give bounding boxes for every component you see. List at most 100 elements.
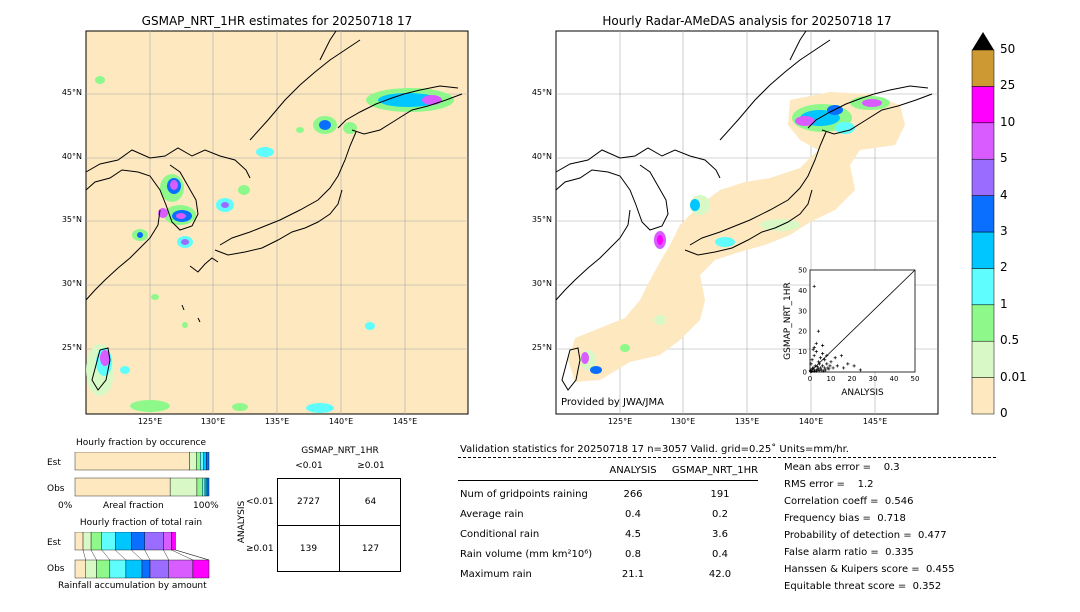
lat-tick-label: 45°N bbox=[531, 88, 552, 97]
scatter-point bbox=[833, 356, 837, 360]
validation-row-analysis: 0.4 bbox=[625, 509, 641, 520]
tot-row-obs: Obs bbox=[47, 564, 65, 574]
lon-tick-label: 125°E bbox=[137, 417, 163, 426]
validation-row-analysis: 21.1 bbox=[621, 569, 645, 580]
scatter-point bbox=[814, 341, 818, 346]
scatter-x-tick: 30 bbox=[869, 375, 878, 383]
scatter-point bbox=[825, 362, 829, 366]
scatter-point bbox=[816, 329, 820, 333]
scatter-x-tick: 0 bbox=[808, 375, 812, 383]
lat-tick-label: 25°N bbox=[61, 343, 82, 352]
lat-tick-label: 40°N bbox=[531, 152, 552, 161]
contingency-grid: 2727 64 139 127 bbox=[277, 478, 401, 572]
colorbar-segment bbox=[971, 304, 995, 342]
cell-2-2: 127 bbox=[361, 544, 380, 554]
fraction-segment bbox=[125, 559, 143, 579]
fraction-connector bbox=[82, 549, 86, 561]
scatter-point bbox=[846, 362, 850, 366]
scatter-point bbox=[809, 362, 813, 366]
colorbar-label: 0.5 bbox=[1000, 333, 1020, 348]
colorbar-label: 5 bbox=[1000, 151, 1008, 166]
lon-tick-label: 135°E bbox=[734, 417, 760, 426]
scatter-point bbox=[821, 364, 825, 368]
right-map-coast bbox=[555, 30, 933, 391]
scatter-y-tick: 10 bbox=[798, 348, 807, 356]
scatter-point bbox=[810, 369, 814, 373]
fraction-segment bbox=[101, 532, 116, 551]
fraction-segment bbox=[141, 559, 151, 579]
scatter-plot: 00 10 10 20 20 30 30 40 40 50 50 ANALYSIS GSMAP_NRT_… bbox=[783, 267, 920, 399]
fraction-segment bbox=[74, 477, 171, 497]
lat-tick-label: 35°N bbox=[61, 215, 82, 224]
scatter-point bbox=[842, 366, 846, 370]
validation-col-analysis: ANALYSIS bbox=[609, 465, 657, 476]
fraction-segment bbox=[74, 452, 190, 471]
colorbar-label: 0.01 bbox=[1000, 369, 1027, 384]
occ-axis-left: 0% bbox=[58, 501, 73, 511]
validation-row-analysis: 266 bbox=[623, 489, 643, 500]
fraction-segment bbox=[168, 559, 194, 579]
fraction-segment bbox=[204, 477, 208, 497]
colorbar-segment bbox=[971, 158, 995, 196]
fraction-connector bbox=[115, 549, 127, 561]
colorbar-segment bbox=[971, 377, 995, 415]
colorbar-label: 50 bbox=[1000, 42, 1016, 56]
lon-tick-label: 125°E bbox=[607, 417, 633, 426]
scatter-x-tick: 50 bbox=[911, 375, 920, 383]
scatter-y-tick: 30 bbox=[798, 307, 807, 315]
fraction-segment bbox=[144, 532, 164, 551]
left-map-title: GSMAP_NRT_1HR estimates for 20250718 17 bbox=[141, 14, 413, 28]
left-map-coast bbox=[85, 30, 463, 391]
fraction-total-title: Hourly fraction of total rain bbox=[79, 518, 203, 528]
validation-row-analysis: 4.5 bbox=[625, 529, 641, 540]
fraction-connector bbox=[163, 549, 169, 561]
scatter-point bbox=[821, 343, 825, 348]
scatter-point bbox=[819, 368, 824, 372]
fraction-connector bbox=[90, 549, 97, 561]
scatter-diagonal bbox=[809, 269, 916, 373]
colorbar-segment bbox=[971, 195, 995, 233]
scatter-point bbox=[817, 362, 822, 366]
scatter-x-tick: 40 bbox=[890, 375, 899, 383]
scatter-y-tick: 20 bbox=[798, 328, 807, 336]
colorbar-label: 0 bbox=[1000, 406, 1008, 420]
contingency-col-1: <0.01 bbox=[295, 461, 323, 471]
scatter-y-tick: 0 bbox=[803, 369, 807, 377]
colorbar-label: 1 bbox=[1000, 296, 1008, 311]
scatter-point bbox=[812, 354, 816, 358]
scatter-point bbox=[812, 345, 816, 350]
tot-row-est: Est bbox=[47, 538, 61, 548]
validation-row-gsmap: 0.4 bbox=[712, 549, 728, 560]
validation-score: RMS error = 1.2 bbox=[784, 479, 874, 490]
fraction-segment bbox=[82, 532, 92, 551]
colorbar-segment bbox=[971, 231, 995, 269]
lon-tick-label: 130°E bbox=[670, 417, 696, 426]
validation-score: Probability of detection = 0.477 bbox=[784, 530, 947, 541]
scatter-point bbox=[824, 368, 828, 372]
fraction-segment bbox=[196, 477, 203, 497]
scatter-point bbox=[818, 356, 823, 360]
colorbar-label: 10 bbox=[1000, 114, 1016, 129]
scatter-y-tick: 50 bbox=[798, 267, 807, 275]
colorbar-segment bbox=[971, 340, 995, 378]
provider-label: Provided by JWA/JMA bbox=[561, 397, 664, 408]
scatter-point bbox=[813, 369, 817, 373]
scatter-point bbox=[825, 354, 829, 358]
colorbar-label: 25 bbox=[1000, 78, 1016, 93]
fraction-segment bbox=[196, 452, 201, 471]
scatter-point bbox=[818, 366, 823, 370]
lat-tick-label: 30°N bbox=[61, 279, 82, 288]
validation-row-label: Rain volume (mm km²10⁶) bbox=[460, 549, 593, 560]
colorbar-label: 3 bbox=[1000, 224, 1008, 238]
fraction-segment bbox=[202, 477, 206, 497]
scatter-point bbox=[822, 369, 826, 373]
lon-tick-label: 140°E bbox=[328, 417, 354, 426]
scatter-point bbox=[817, 369, 821, 373]
colorbar-segment bbox=[971, 268, 995, 306]
fraction-segment bbox=[200, 452, 204, 471]
scatter-point bbox=[815, 368, 819, 372]
fraction-connector bbox=[131, 549, 143, 561]
fraction-segment bbox=[74, 532, 84, 551]
scatter-point bbox=[831, 366, 835, 370]
scatter-point bbox=[810, 358, 814, 362]
